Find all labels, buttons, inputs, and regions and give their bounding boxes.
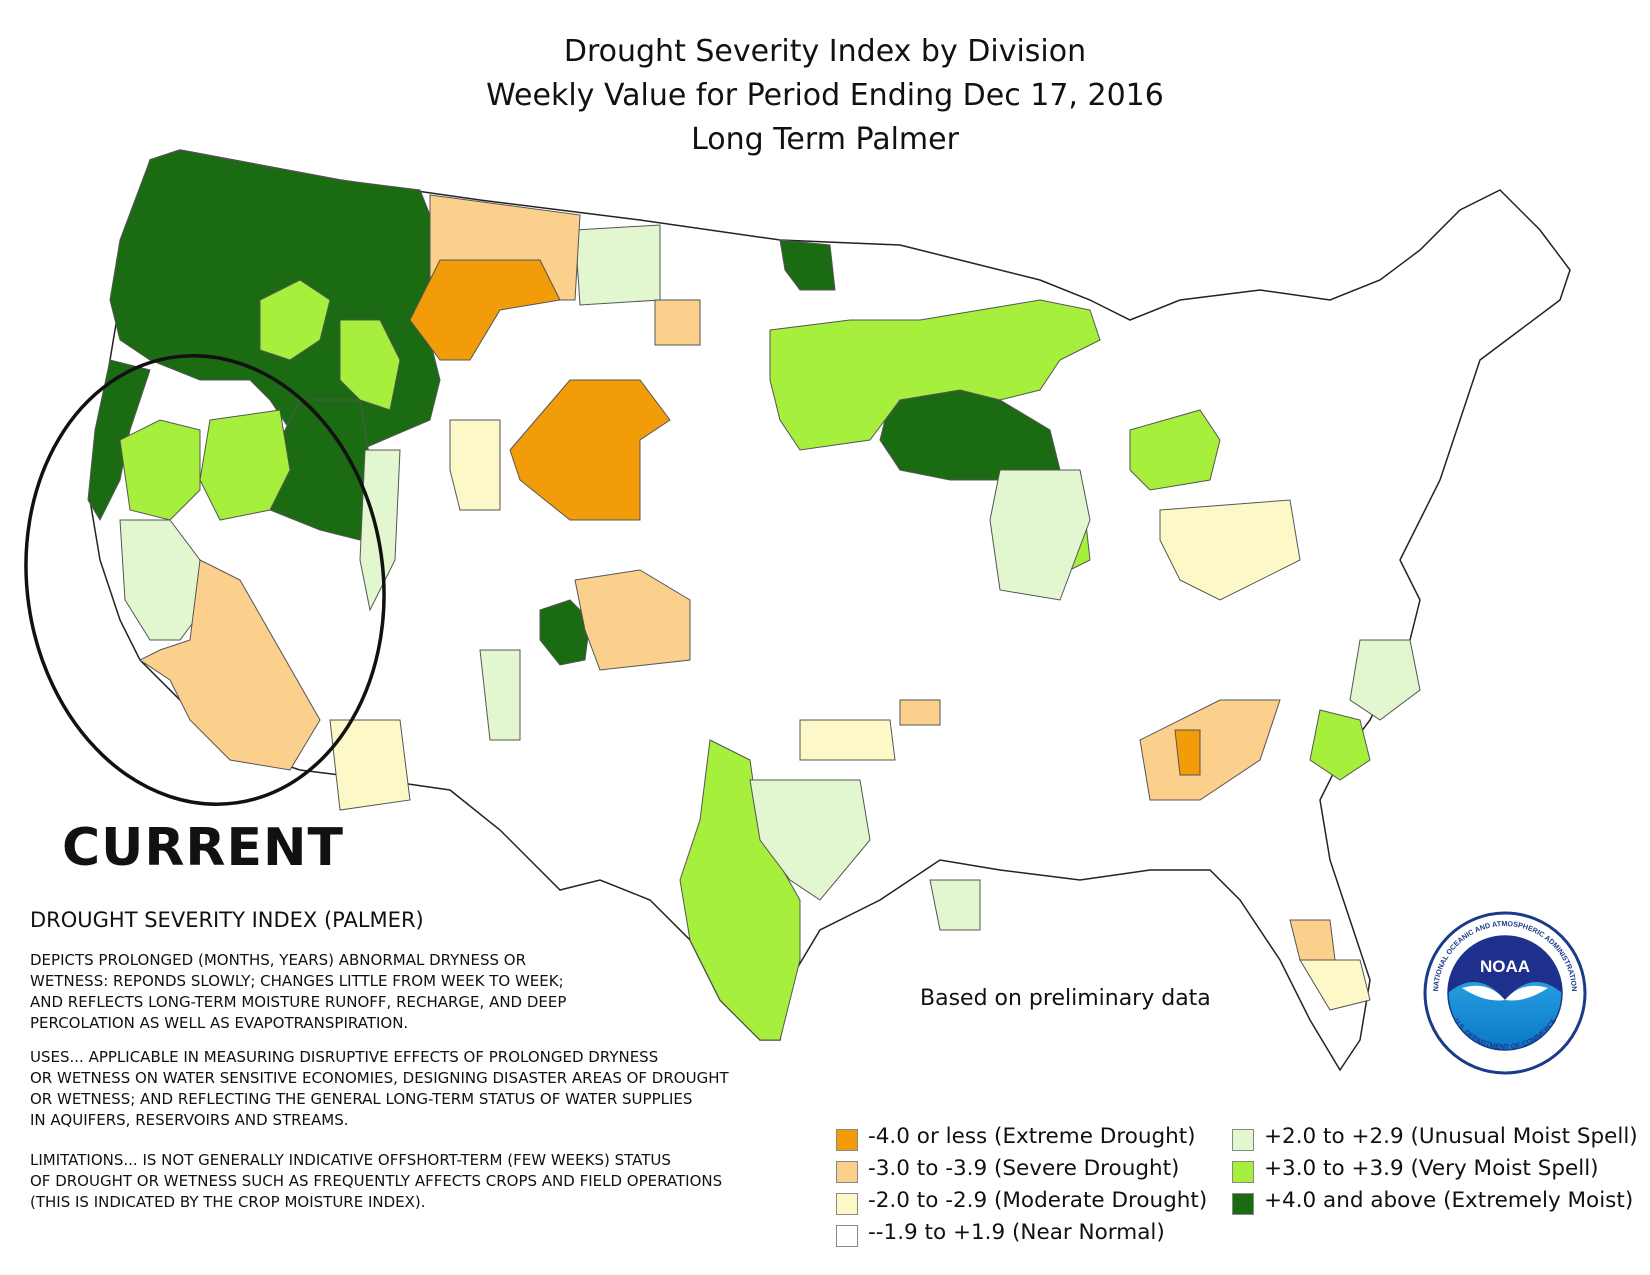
region-nd-extreme <box>779 239 836 291</box>
region-mi-very-moist <box>1129 409 1221 491</box>
description-block: DEPICTS PROLONGED (MONTHS, YEARS) ABNORM… <box>30 950 750 1034</box>
limitations-block: LIMITATIONS... IS NOT GENERALLY INDICATI… <box>30 1150 750 1213</box>
region-ks-moderate <box>799 719 896 761</box>
legend-swatch <box>1232 1193 1254 1215</box>
region-wy-extreme-drought <box>509 379 671 521</box>
legend-label: -3.0 to -3.9 (Severe Drought) <box>868 1156 1180 1181</box>
region-mt-unusual <box>574 224 661 306</box>
annotation-circle <box>24 354 386 806</box>
uses-line: OR WETNESS; AND REFLECTING THE GENERAL L… <box>30 1090 693 1108</box>
region-ca-north-extreme <box>87 359 151 522</box>
us-outline <box>89 149 1571 1072</box>
region-mt-extreme-drought <box>409 259 561 361</box>
legend-label: +3.0 to +3.9 (Very Moist Spell) <box>1264 1156 1599 1181</box>
legend-label: -4.0 or less (Extreme Drought) <box>868 1124 1196 1149</box>
legend-swatch <box>836 1161 858 1183</box>
legend-swatch <box>1232 1129 1254 1151</box>
region-id-very-moist <box>339 319 401 411</box>
legend-swatch <box>1232 1161 1254 1183</box>
region-fl-moderate <box>1299 959 1371 1011</box>
legend-label: +2.0 to +2.9 (Unusual Moist Spell) <box>1264 1124 1638 1149</box>
region-co-severe <box>574 569 691 671</box>
region-id-moderate <box>449 419 501 511</box>
region-ga-severe <box>1139 699 1281 801</box>
limitations-line: LIMITATIONS... IS NOT GENERALLY INDICATI… <box>30 1151 671 1169</box>
map-title-line2: Weekly Value for Period Ending Dec 17, 2… <box>486 78 1164 113</box>
region-ky-moderate <box>1159 499 1301 601</box>
limitations-line: (THIS IS INDICATED BY THE CROP MOISTURE … <box>30 1193 426 1211</box>
description-line: AND REFLECTS LONG-TERM MOISTURE RUNOFF, … <box>30 993 567 1011</box>
index-heading: DROUGHT SEVERITY INDEX (PALMER) <box>30 908 424 932</box>
uses-block: USES... APPLICABLE IN MEASURING DISRUPTI… <box>30 1047 750 1131</box>
region-ca-south-severe <box>139 559 321 771</box>
legend-label: --1.9 to +1.9 (Near Normal) <box>868 1220 1165 1245</box>
legend-label: -2.0 to -2.9 (Moderate Drought) <box>868 1188 1208 1213</box>
region-upper-midwest-very-moist <box>769 299 1101 451</box>
description-line: DEPICTS PROLONGED (MONTHS, YEARS) ABNORM… <box>30 951 526 969</box>
description-line: PERCOLATION AS WELL AS EVAPOTRANSPIRATIO… <box>30 1014 409 1032</box>
uses-line: IN AQUIFERS, RESERVOIRS AND STREAMS. <box>30 1111 349 1129</box>
region-or-very-moist <box>119 419 201 521</box>
map-title-line1: Drought Severity Index by Division <box>563 34 1087 69</box>
region-ok-extreme-drought <box>899 699 941 726</box>
region-mt-central-severe <box>654 299 701 346</box>
logo-text: NOAA <box>1480 957 1530 976</box>
region-al-extreme-drought <box>1174 729 1201 776</box>
legend-label: +4.0 and above (Extremely Moist) <box>1264 1188 1634 1213</box>
description-line: WETNESS: REPONDS SLOWLY; CHANGES LITTLE … <box>30 972 564 990</box>
region-wa-very-moist <box>259 279 331 361</box>
region-az-unusual <box>479 649 521 741</box>
region-nc-unusual <box>1349 639 1421 721</box>
uses-line: OR WETNESS ON WATER SENSITIVE ECONOMIES,… <box>30 1069 729 1087</box>
uses-line: USES... APPLICABLE IN MEASURING DISRUPTI… <box>30 1048 659 1066</box>
region-sc-very-moist <box>1309 709 1371 781</box>
map-title-line3: Long Term Palmer <box>691 122 959 157</box>
legend-swatch <box>836 1225 858 1247</box>
limitations-line: OF DROUGHT OR WETNESS SUCH AS FREQUENTLY… <box>30 1172 723 1190</box>
noaa-logo-icon: NOAA NATIONAL OCEANIC AND ATMOSPHERIC AD… <box>1423 911 1587 1075</box>
current-annotation: CURRENT <box>62 818 344 878</box>
region-az-moderate <box>329 719 411 811</box>
legend-swatch <box>836 1129 858 1151</box>
legend-swatch <box>836 1193 858 1215</box>
region-tx-north-unusual <box>749 779 871 901</box>
region-nv-very-moist <box>199 409 291 521</box>
region-co-extreme <box>539 599 591 666</box>
region-mo-unusual <box>989 469 1091 601</box>
preliminary-note: Based on preliminary data <box>920 986 1211 1011</box>
region-la-unusual <box>929 879 981 931</box>
